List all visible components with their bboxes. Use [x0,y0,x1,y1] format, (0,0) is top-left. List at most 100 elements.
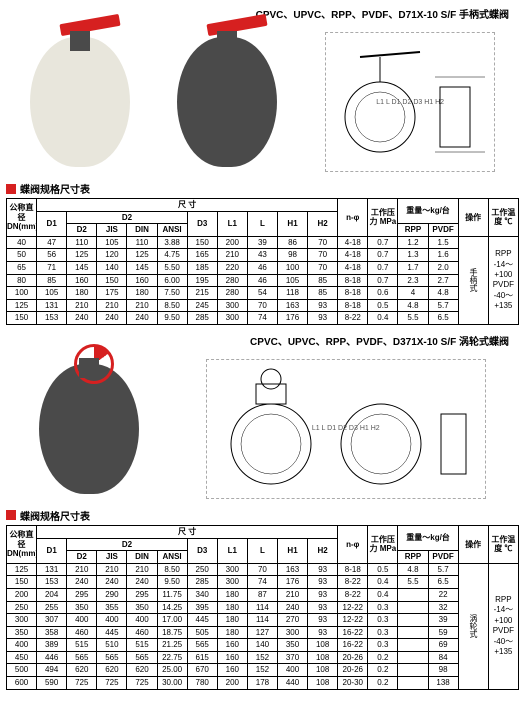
table-cell: 160 [127,274,157,287]
table-row: 25025535035535014.253951801142409312-220… [7,601,519,614]
table-cell: 50 [7,249,37,262]
table-cell: 125 [7,299,37,312]
th2-size: 尺 寸 [37,525,338,538]
th-temp: 工作温度 ℃ [488,199,518,237]
table-cell: 93 [308,626,338,639]
table-cell: 494 [37,664,67,677]
table-cell: 70 [308,236,338,249]
table-cell: 93 [308,299,338,312]
stem-icon [217,31,237,51]
table-cell: 725 [97,677,127,690]
table-cell: 0.7 [368,261,398,274]
table-cell: 210 [67,299,97,312]
table1-body: 40471101051103.881502003986704-180.71.21… [7,236,519,324]
th2-d2-1: JIS [97,551,127,564]
th2-d2-3: ANSI [157,551,187,564]
temp-cell: RPP-14～+100PVDF-40～+135 [488,236,518,324]
table-row: 40471101051103.881502003986704-180.71.21… [7,236,519,249]
table-cell: 515 [127,639,157,652]
table-cell: 2.3 [398,274,428,287]
table-cell: 4-18 [338,261,368,274]
th-nphi: n-φ [338,199,368,237]
section-gear-valve: CPVC、UPVC、RPP、PVDF、D371X-10 S/F 涡轮式蝶阀 蝶阀… [0,327,525,692]
table-cell: 565 [187,639,217,652]
table-cell: 0.5 [368,299,398,312]
table-cell: 300 [7,614,37,627]
table-cell: 210 [277,588,307,601]
table-cell: 255 [37,601,67,614]
table-cell: 165 [187,249,217,262]
table-cell: 290 [97,588,127,601]
table-cell: 4.8 [398,563,428,576]
table-cell: 460 [67,626,97,639]
table-cell: 17.00 [157,614,187,627]
table-cell: 150 [187,236,217,249]
table-cell: 20-26 [338,651,368,664]
table-cell: 40 [7,236,37,249]
table-cell: 131 [37,299,67,312]
table-cell: 8-22 [338,576,368,589]
table-cell: 500 [7,664,37,677]
table-cell: 70 [308,261,338,274]
table-cell: 460 [127,626,157,639]
table-cell: 400 [97,614,127,627]
table-cell: 70 [308,249,338,262]
tech-drawing-1 [325,32,495,172]
table-cell [398,677,428,690]
table-cell: 4.75 [157,249,187,262]
table-cell: 210 [97,563,127,576]
table-cell: 8-18 [338,563,368,576]
th2-weight: 重量～kg/台 [398,525,458,550]
section-handle-valve: CPVC、UPVC、RPP、PVDF、D71X-10 S/F 手柄式蝶阀 蝶阀规… [0,0,525,327]
op-cell: 手柄式 [458,236,488,324]
table-cell: 125 [127,249,157,262]
table-cell: 6.5 [428,312,458,325]
th2-d2-2: DIN [127,551,157,564]
table-cell: 11.75 [157,588,187,601]
temp-cell: RPP-14～+100PVDF-40～+135 [488,563,518,689]
table-cell: 295 [127,588,157,601]
table-cell: 395 [187,601,217,614]
table-cell: 125 [7,563,37,576]
table-row: 1501532402402409.5028530074176938-220.45… [7,312,519,325]
table-cell: 86 [277,236,307,249]
valve-photo-2 [177,37,277,167]
table-cell: 71 [37,261,67,274]
th2-d3: D3 [187,538,217,563]
th2-temp: 工作温度 ℃ [488,525,518,563]
table-cell: 0.3 [368,614,398,627]
table-cell: 4 [398,287,428,300]
table-cell: 0.3 [368,639,398,652]
table-cell: 1.6 [428,249,458,262]
table-cell: 215 [187,287,217,300]
table-cell: 150 [7,576,37,589]
table-cell: 240 [97,312,127,325]
th2-d2g: D2 [67,538,187,551]
table-cell: 93 [308,614,338,627]
table-row: 35035846044546018.755051801273009316-220… [7,626,519,639]
table-cell [398,651,428,664]
th2-d1: D1 [37,538,67,563]
table-cell: 220 [217,261,247,274]
th2-h2: H2 [308,538,338,563]
table-cell: 145 [127,261,157,274]
table-cell: 210 [67,563,97,576]
table-cell: 8.50 [157,563,187,576]
table-cell: 200 [217,236,247,249]
table-cell: 69 [428,639,458,652]
table-cell: 195 [187,274,217,287]
table-cell: 210 [217,249,247,262]
table-cell: 7.50 [157,287,187,300]
table-cell: 138 [428,677,458,690]
table-cell: 46 [247,274,277,287]
th2-w-1: PVDF [428,551,458,564]
table-cell: 8-18 [338,274,368,287]
table-cell: 0.4 [368,312,398,325]
table-row: 50561251201254.751652104398704-180.71.31… [7,249,519,262]
table-cell: 105 [97,236,127,249]
table-cell: 152 [247,651,277,664]
table-cell: 670 [187,664,217,677]
table-cell: 4-18 [338,249,368,262]
th-w-1: PVDF [428,224,458,237]
table-cell: 5.7 [428,299,458,312]
